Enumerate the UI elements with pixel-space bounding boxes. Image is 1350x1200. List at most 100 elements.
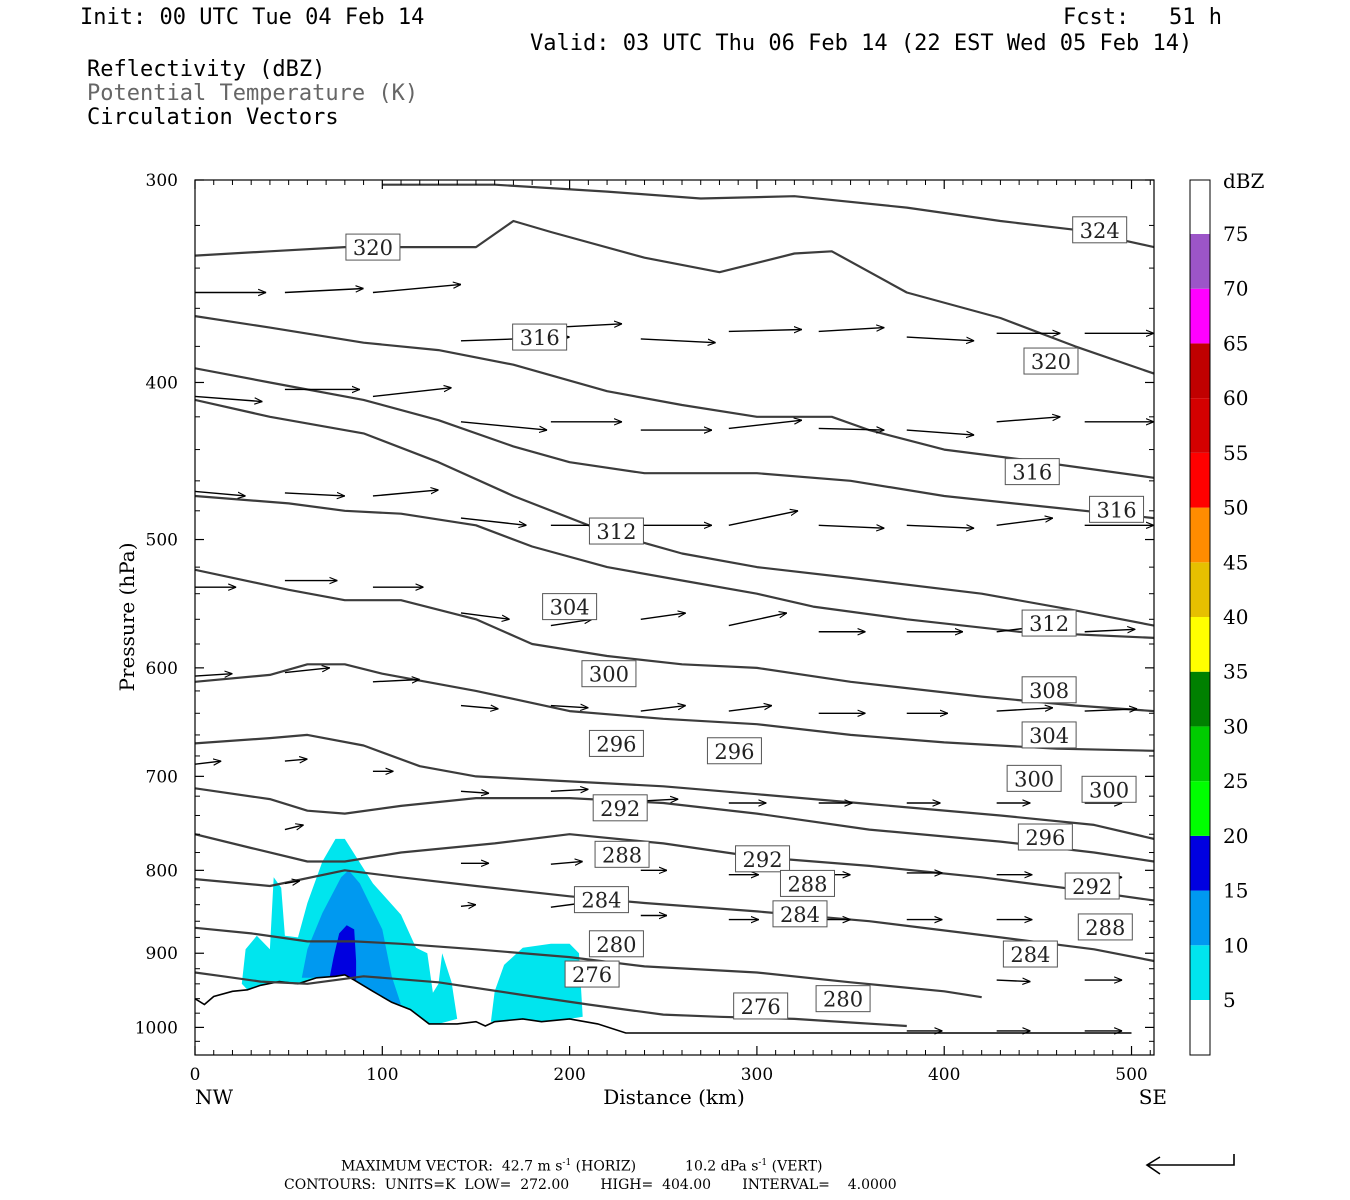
circulation-vector bbox=[372, 388, 452, 398]
y-tick-label: 300 bbox=[146, 171, 178, 191]
circulation-vector bbox=[728, 706, 772, 712]
contour-label: 292 bbox=[600, 797, 640, 821]
circulation-vector bbox=[640, 706, 686, 712]
field-reflectivity: Reflectivity (dBZ) bbox=[87, 57, 326, 82]
colorbar-level-label: 50 bbox=[1223, 496, 1248, 520]
contour-label-box bbox=[1021, 609, 1077, 637]
x-tick-label: 400 bbox=[928, 1065, 960, 1085]
valid-time: Valid: 03 UTC Thu 06 Feb 14 (22 EST Wed … bbox=[530, 31, 1193, 56]
circulation-vector bbox=[550, 706, 588, 708]
colorbar-segment bbox=[1190, 890, 1210, 946]
y-tick-label: 1000 bbox=[135, 1018, 178, 1038]
contour-label-box bbox=[1004, 458, 1060, 486]
circulation-vector bbox=[996, 708, 1053, 711]
contour-label-box bbox=[1006, 764, 1062, 792]
contour-label-box bbox=[1017, 823, 1073, 851]
contour-label: 284 bbox=[1010, 943, 1050, 967]
terrain-mask bbox=[195, 974, 1154, 1055]
y-tick-label: 900 bbox=[146, 944, 178, 964]
circulation-vector bbox=[818, 525, 885, 528]
circulation-vector bbox=[195, 395, 262, 401]
colorbar-segment bbox=[1190, 452, 1210, 508]
contour-label-box bbox=[573, 886, 629, 914]
contour-label-box bbox=[542, 593, 598, 621]
theta-contour-324 bbox=[195, 219, 1154, 375]
circulation-vector bbox=[728, 330, 802, 332]
x-axis-label: Distance (km) bbox=[603, 1085, 745, 1109]
forecast-hour: Fcst: 51 h bbox=[1063, 5, 1222, 30]
contour-label: 316 bbox=[520, 326, 560, 350]
max-vector-vert: (VERT) bbox=[771, 1158, 823, 1175]
contour-label-box bbox=[1089, 495, 1145, 523]
colorbar-level-label: 60 bbox=[1223, 386, 1248, 410]
contour-label-box bbox=[588, 517, 644, 545]
contour-label: 292 bbox=[1072, 875, 1112, 899]
colorbar-title: dBZ bbox=[1223, 169, 1265, 193]
circulation-vector bbox=[284, 288, 364, 294]
terrain-line bbox=[195, 973, 1132, 1034]
contour-label-box bbox=[588, 930, 644, 958]
contour-label-box bbox=[735, 845, 791, 873]
colorbar-segment bbox=[1190, 398, 1210, 453]
contour-label: 296 bbox=[1025, 826, 1065, 850]
theta-contour-292 bbox=[195, 787, 1154, 863]
circulation-vector bbox=[284, 493, 345, 496]
colorbar-above-75 bbox=[1190, 180, 1210, 234]
colorbar-level-label: 30 bbox=[1223, 714, 1248, 738]
contour-label: 324 bbox=[1080, 219, 1120, 243]
contour-label: 312 bbox=[1029, 612, 1069, 636]
contour-label: 276 bbox=[741, 995, 781, 1019]
x-tick-label: 0 bbox=[190, 1065, 201, 1085]
colorbar-below-5 bbox=[1190, 1000, 1210, 1055]
contour-label: 316 bbox=[1096, 498, 1136, 522]
circulation-vector bbox=[640, 613, 686, 620]
circulation-vector bbox=[996, 518, 1053, 527]
colorbar-level-label: 5 bbox=[1223, 988, 1236, 1012]
contour-label-box bbox=[581, 660, 637, 688]
contour-label: 304 bbox=[1029, 724, 1069, 748]
circulation-vector bbox=[460, 706, 498, 709]
contour-label-box bbox=[564, 960, 620, 988]
contour-label: 300 bbox=[1089, 778, 1129, 802]
contour-label-box bbox=[594, 840, 650, 868]
contour-label-box bbox=[588, 729, 644, 757]
colorbar-segment bbox=[1190, 562, 1210, 617]
theta-contour-312 bbox=[195, 398, 1154, 627]
circulation-vector bbox=[284, 759, 307, 761]
colorbar-segment bbox=[1190, 835, 1210, 891]
reflectivity-15-dbz bbox=[329, 925, 357, 981]
contour-label: 284 bbox=[581, 889, 621, 913]
circulation-vector bbox=[460, 612, 510, 619]
theta-contour-320 bbox=[195, 315, 1154, 479]
max-vector-text: MAXIMUM VECTOR: 42.7 m s bbox=[341, 1158, 563, 1175]
plot-frame bbox=[194, 179, 1155, 1056]
contour-label-box bbox=[1081, 775, 1137, 803]
colorbar-level-label: 25 bbox=[1223, 769, 1248, 793]
contour-label: 288 bbox=[1085, 916, 1125, 940]
theta-contour-288 bbox=[195, 833, 1154, 902]
contour-label-box bbox=[733, 992, 789, 1020]
circulation-vector bbox=[460, 421, 547, 430]
y-tick-label: 700 bbox=[146, 767, 178, 787]
circulation-vector bbox=[728, 511, 798, 527]
theta-contour-296 bbox=[195, 733, 1154, 840]
circulation-vector bbox=[284, 881, 300, 884]
contour-label: 280 bbox=[823, 988, 863, 1012]
x-right-label: SE bbox=[1139, 1085, 1167, 1109]
theta-contour-316 bbox=[195, 367, 1154, 520]
vert-vector-exponent: -1 bbox=[758, 1158, 768, 1168]
circulation-vector bbox=[460, 791, 489, 793]
theta-contour-300 bbox=[195, 663, 1154, 752]
circulation-vector bbox=[1084, 629, 1136, 631]
colorbar-level-label: 45 bbox=[1223, 550, 1248, 574]
y-tick-label: 400 bbox=[146, 373, 178, 393]
contour-label: 312 bbox=[596, 520, 636, 544]
theta-contour-308 bbox=[195, 494, 1154, 639]
colorbar-level-label: 35 bbox=[1223, 660, 1248, 684]
field-potential-temperature: Potential Temperature (K) bbox=[87, 81, 419, 106]
contour-label: 280 bbox=[596, 933, 636, 957]
circulation-vector bbox=[906, 429, 974, 435]
contour-label: 288 bbox=[602, 843, 642, 867]
contour-label-box bbox=[592, 794, 648, 822]
